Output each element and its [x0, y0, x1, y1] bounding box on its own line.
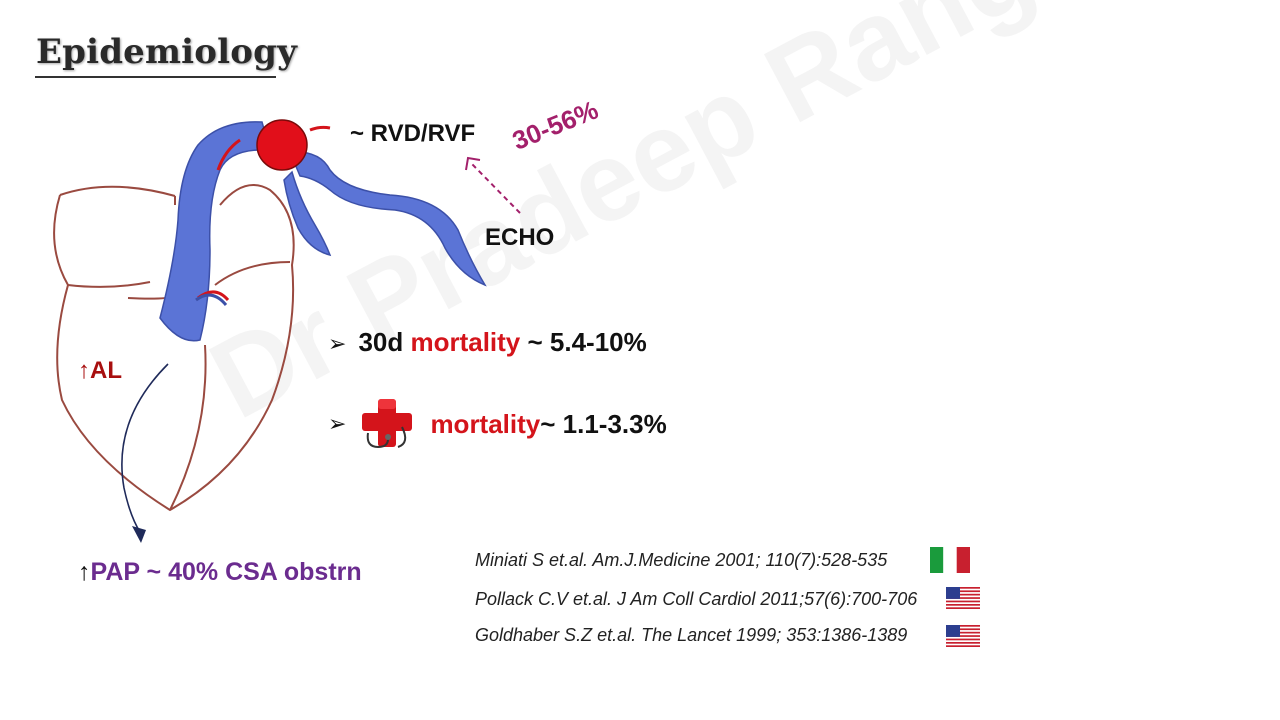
al-text: AL [90, 357, 122, 384]
rvd-rvf-label: ~ RVD/RVF [350, 120, 476, 147]
up-arrow-icon: ↑ [78, 558, 91, 586]
title-underline [35, 76, 276, 78]
bullet-suffix: ~ 1.1-3.3% [540, 408, 667, 439]
pap-label: ↑PAP ~ 40% CSA obstrn [78, 558, 362, 587]
echo-arrow [465, 156, 521, 214]
hospital-cross-stethoscope-icon [362, 399, 413, 449]
pulmonary-artery [159, 121, 487, 342]
bullet-30d-mortality: ➢ 30d mortality ~ 5.4-10% [328, 327, 647, 358]
italy-flag-icon [930, 547, 970, 573]
bullet-highlight: mortality [410, 327, 521, 357]
usa-flag-icon [946, 587, 980, 609]
reference-1: Miniati S et.al. Am.J.Medicine 2001; 110… [475, 550, 888, 570]
clot-marker [256, 119, 308, 171]
bullet-highlight: mortality [430, 408, 541, 439]
bullet-marker-icon: ➢ [328, 331, 347, 356]
bullet-hospital-mortality: ➢ mortality ~ 1.1-3.3% [328, 397, 667, 451]
reference-3: Goldhaber S.Z et.al. The Lancet 1999; 35… [475, 625, 908, 645]
bullet-marker-icon: ➢ [328, 411, 347, 436]
bullet-suffix: ~ 5.4-10% [520, 327, 647, 357]
heart-outline [53, 184, 295, 512]
echo-label: ECHO [485, 224, 555, 251]
afterload-label: ↑AL [78, 357, 122, 385]
heart-illustration [53, 119, 521, 543]
usa-flag-icon [946, 625, 980, 647]
pap-text: PAP ~ 40% CSA obstrn [90, 558, 362, 586]
al-to-pap-arrow [121, 363, 169, 533]
up-arrow-icon: ↑ [78, 357, 90, 384]
bullet-prefix: 30d [358, 327, 411, 357]
reference-2: Pollack C.V et.al. J Am Coll Cardiol 201… [475, 589, 918, 609]
slide-title: Epidemiology [36, 32, 298, 72]
